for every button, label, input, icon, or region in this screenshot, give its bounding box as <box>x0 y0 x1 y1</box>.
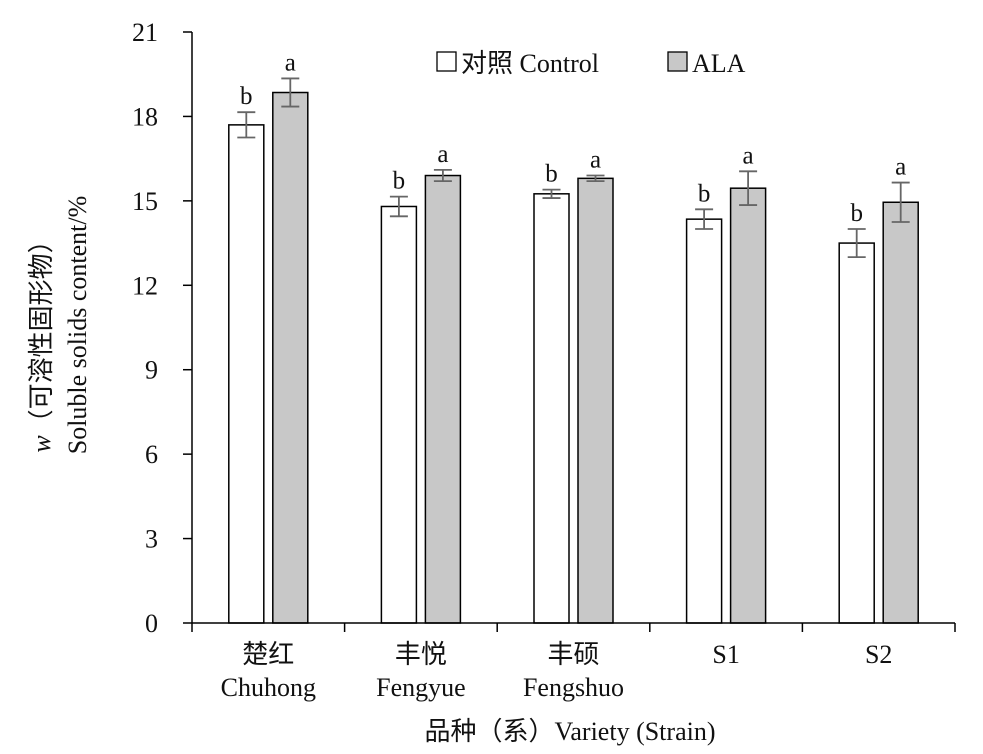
significance-label: b <box>698 180 711 207</box>
x-tick-label: S2 <box>865 640 892 669</box>
x-tick-label: Chuhong <box>221 673 316 702</box>
x-tick-label-cn: 丰悦 <box>395 640 447 669</box>
legend-label: ALA <box>692 49 746 78</box>
x-axis-title: 品种（系）Variety (Strain) <box>424 717 715 746</box>
significance-label: b <box>393 168 406 195</box>
significance-label: a <box>895 154 906 181</box>
bar <box>838 242 875 624</box>
y-tick-label: 0 <box>145 609 158 638</box>
bar <box>272 91 309 624</box>
legend: 对照 Control ALA <box>436 49 746 78</box>
bar <box>685 218 723 624</box>
x-tick-label-cn: 楚红 <box>242 640 294 669</box>
y-tick-label: 12 <box>132 271 158 300</box>
legend-swatch <box>667 51 688 72</box>
bar <box>533 193 570 624</box>
significance-label: a <box>437 141 448 168</box>
significance-label: b <box>240 83 253 110</box>
significance-label: b <box>545 161 558 188</box>
y-tick-label: 15 <box>132 187 158 216</box>
x-tick-label: S1 <box>712 640 739 669</box>
bar <box>577 177 614 624</box>
legend-label: 对照 Control <box>461 49 599 78</box>
y-axis-title-line1: w（可溶性固形物） <box>27 227 56 452</box>
bar <box>424 174 462 624</box>
x-tick-label: Fengshuo <box>523 673 624 702</box>
y-tick-label: 21 <box>132 18 158 47</box>
plot-area: b a 楚红 Chuhong b a 丰悦 Fengyue b a 丰硕 Fengshuo b a S1 b a… <box>132 18 956 702</box>
significance-label: a <box>590 147 601 174</box>
y-tick-label: 9 <box>145 356 158 385</box>
y-tick-label: 6 <box>145 440 158 469</box>
y-tick-label: 18 <box>132 102 158 131</box>
y-tick-label: 3 <box>145 525 158 554</box>
x-tick-label-cn: 丰硕 <box>547 640 599 669</box>
significance-label: a <box>743 142 754 169</box>
bar <box>882 201 919 624</box>
y-axis-title-variable: w <box>27 435 56 453</box>
bar <box>228 124 265 624</box>
significance-label: b <box>850 200 863 227</box>
legend-swatch <box>436 51 457 72</box>
y-axis-title-cn: （可溶性固形物） <box>27 227 56 435</box>
bar <box>729 187 767 624</box>
significance-label: a <box>285 49 296 76</box>
y-axis-title: w（可溶性固形物） Soluble solids content/% <box>27 196 92 455</box>
x-tick-label: Fengyue <box>376 673 466 702</box>
bar <box>380 205 418 624</box>
y-axis-title-line2: Soluble solids content/% <box>63 196 92 455</box>
